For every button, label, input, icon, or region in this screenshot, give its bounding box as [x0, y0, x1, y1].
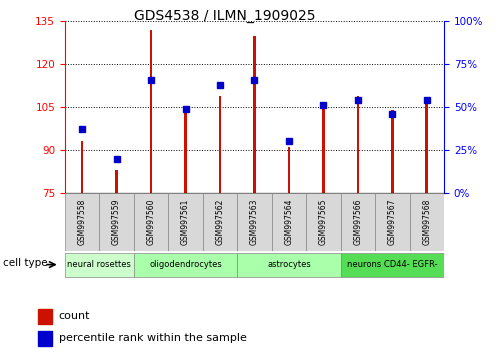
- Bar: [38, 309, 52, 324]
- Bar: [219, 96, 222, 193]
- Text: GDS4538 / ILMN_1909025: GDS4538 / ILMN_1909025: [134, 9, 315, 23]
- Bar: [357, 96, 359, 193]
- Text: oligodendrocytes: oligodendrocytes: [149, 260, 222, 269]
- FancyBboxPatch shape: [99, 193, 134, 251]
- Text: GSM997562: GSM997562: [216, 199, 225, 245]
- Text: neural rosettes: neural rosettes: [67, 260, 131, 269]
- FancyBboxPatch shape: [134, 253, 237, 276]
- FancyBboxPatch shape: [237, 193, 272, 251]
- Text: GSM997567: GSM997567: [388, 199, 397, 245]
- Text: cell type: cell type: [3, 258, 48, 268]
- FancyBboxPatch shape: [168, 193, 203, 251]
- Text: GSM997558: GSM997558: [78, 199, 87, 245]
- Text: GSM997559: GSM997559: [112, 199, 121, 245]
- FancyBboxPatch shape: [134, 193, 168, 251]
- Text: percentile rank within the sample: percentile rank within the sample: [59, 333, 247, 343]
- FancyBboxPatch shape: [410, 193, 444, 251]
- FancyBboxPatch shape: [375, 193, 410, 251]
- Text: astrocytes: astrocytes: [267, 260, 311, 269]
- FancyBboxPatch shape: [272, 193, 306, 251]
- FancyBboxPatch shape: [65, 253, 134, 276]
- Text: neurons CD44- EGFR-: neurons CD44- EGFR-: [347, 260, 438, 269]
- FancyBboxPatch shape: [341, 193, 375, 251]
- Text: GSM997564: GSM997564: [284, 199, 293, 245]
- Bar: [38, 331, 52, 346]
- FancyBboxPatch shape: [341, 253, 444, 276]
- Bar: [81, 142, 83, 193]
- FancyBboxPatch shape: [237, 253, 341, 276]
- Bar: [184, 107, 187, 193]
- Bar: [253, 35, 256, 193]
- Bar: [391, 110, 394, 193]
- Text: GSM997565: GSM997565: [319, 199, 328, 245]
- Bar: [150, 30, 152, 193]
- Text: count: count: [59, 312, 90, 321]
- Text: GSM997561: GSM997561: [181, 199, 190, 245]
- Bar: [426, 98, 428, 193]
- FancyBboxPatch shape: [203, 193, 237, 251]
- Bar: [287, 147, 290, 193]
- FancyBboxPatch shape: [306, 193, 341, 251]
- FancyBboxPatch shape: [65, 193, 99, 251]
- Text: GSM997560: GSM997560: [147, 199, 156, 245]
- Bar: [322, 107, 325, 193]
- Text: GSM997568: GSM997568: [422, 199, 431, 245]
- Text: GSM997563: GSM997563: [250, 199, 259, 245]
- Bar: [115, 170, 118, 193]
- Text: GSM997566: GSM997566: [353, 199, 362, 245]
